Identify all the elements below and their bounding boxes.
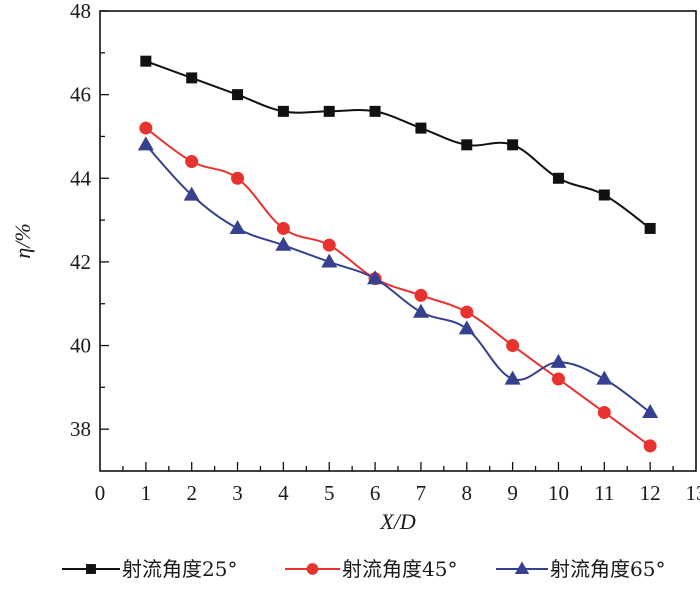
- x-tick-label: 8: [462, 481, 473, 505]
- x-tick-label: 13: [686, 481, 700, 505]
- y-tick-label: 48: [70, 0, 91, 23]
- legend-marker: [86, 564, 96, 574]
- data-point: [597, 405, 611, 419]
- data-point: [186, 72, 198, 84]
- data-point: [460, 305, 474, 319]
- legend-item: 射流角度45°: [285, 557, 457, 581]
- data-point: [322, 238, 336, 252]
- x-tick-label: 0: [95, 481, 106, 505]
- x-tick-label: 3: [232, 481, 243, 505]
- legend-marker: [306, 563, 319, 575]
- data-point: [598, 189, 610, 201]
- data-point: [644, 222, 656, 234]
- data-point: [232, 89, 244, 101]
- legend-item: 射流角度65°: [496, 557, 665, 581]
- data-point: [412, 303, 429, 318]
- x-tick-label: 2: [186, 481, 197, 505]
- data-point: [321, 253, 338, 268]
- y-tick-label: 42: [70, 250, 91, 274]
- data-point: [369, 105, 381, 117]
- y-tick-label: 46: [70, 83, 91, 107]
- data-point: [504, 370, 521, 385]
- data-point: [461, 139, 473, 151]
- data-point: [643, 439, 657, 453]
- series-circle: [139, 121, 657, 453]
- legend: 射流角度25° 射流角度45° 射流角度65°: [62, 557, 665, 581]
- data-point: [458, 320, 475, 335]
- legend-label: 射流角度45°: [342, 557, 457, 581]
- data-point: [229, 220, 246, 235]
- x-tick-label: 5: [324, 481, 335, 505]
- series-triangle: [137, 136, 659, 419]
- x-tick-label: 9: [507, 481, 518, 505]
- y-tick-label: 40: [70, 334, 91, 358]
- data-point: [183, 186, 200, 201]
- x-tick-label: 7: [416, 481, 427, 505]
- y-tick-label: 38: [70, 417, 91, 441]
- data-point: [137, 136, 154, 151]
- data-point: [323, 105, 335, 117]
- series-layer: [137, 55, 659, 453]
- legend-label: 射流角度65°: [550, 557, 665, 581]
- data-point: [367, 270, 384, 285]
- data-point: [276, 221, 290, 235]
- x-tick-label: 11: [594, 481, 614, 505]
- x-tick-label: 4: [278, 481, 289, 505]
- y-tick-label: 44: [70, 166, 92, 190]
- series-line: [145, 127, 651, 447]
- legend-marker: [514, 561, 530, 575]
- data-point: [414, 288, 428, 302]
- x-axis-title: X/D: [379, 509, 416, 534]
- data-point: [415, 122, 427, 134]
- y-axis-title: η/%: [10, 223, 35, 258]
- data-point: [506, 339, 520, 353]
- data-point: [507, 139, 519, 151]
- x-tick-label: 6: [370, 481, 381, 505]
- x-tick-label: 1: [141, 481, 152, 505]
- legend-item: 射流角度25°: [62, 557, 237, 581]
- series-square: [140, 55, 656, 234]
- data-point: [596, 370, 613, 385]
- data-point: [552, 172, 564, 184]
- data-point: [550, 353, 567, 368]
- x-tick-label: 12: [640, 481, 661, 505]
- data-point: [231, 171, 245, 185]
- data-point: [275, 236, 292, 251]
- y-axis: 38 40 42 44 46 48: [70, 0, 109, 441]
- data-point: [277, 105, 289, 117]
- data-point: [551, 372, 565, 386]
- data-point: [185, 155, 199, 169]
- x-tick-label: 10: [548, 481, 569, 505]
- data-point: [642, 404, 659, 419]
- legend-label: 射流角度25°: [122, 557, 237, 581]
- data-point: [139, 121, 153, 135]
- series-line: [145, 60, 651, 230]
- data-point: [140, 55, 152, 67]
- x-axis: 012345678910111213: [95, 462, 700, 505]
